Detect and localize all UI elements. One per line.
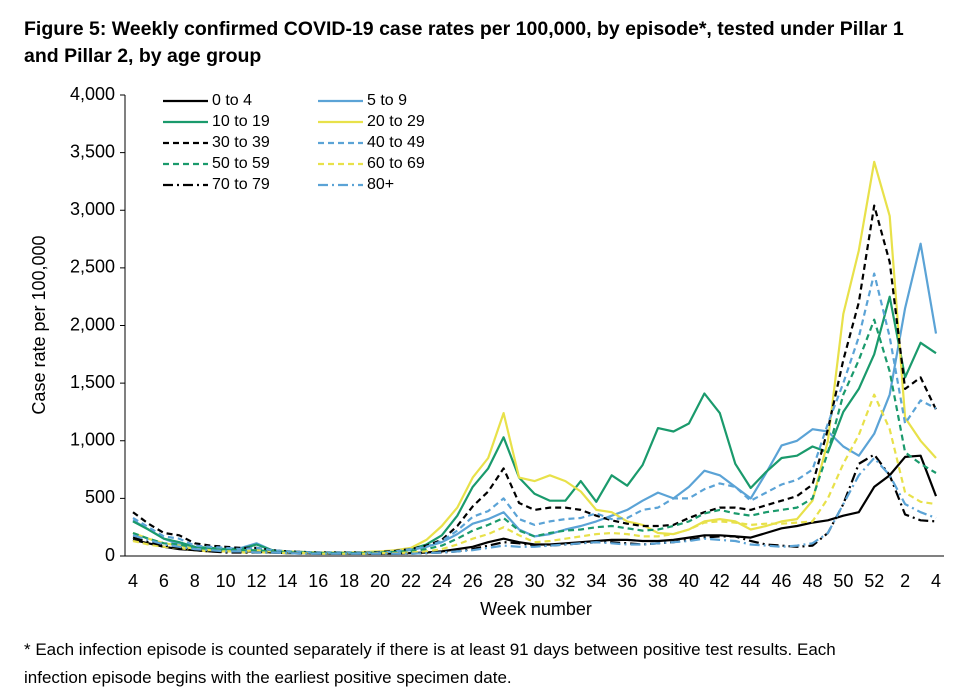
x-tick-label: 52 (864, 571, 884, 591)
x-tick-label: 42 (710, 571, 730, 591)
x-tick-label: 40 (679, 571, 699, 591)
x-tick-label: 16 (308, 571, 328, 591)
x-tick-label: 46 (772, 571, 792, 591)
x-tick-label: 14 (277, 571, 297, 591)
x-tick-label: 44 (741, 571, 761, 591)
x-axis-label: Week number (480, 599, 592, 619)
y-tick-label: 2,000 (70, 314, 115, 334)
y-axis-label: Case rate per 100,000 (29, 235, 49, 414)
x-tick-label: 26 (463, 571, 483, 591)
series-line (132, 204, 937, 554)
legend-label: 0 to 4 (212, 92, 252, 109)
x-tick-label: 50 (833, 571, 853, 591)
y-tick-label: 1,000 (70, 430, 115, 450)
legend-label: 70 to 79 (212, 176, 270, 193)
x-tick-label: 24 (432, 571, 452, 591)
x-tick-label: 4 (128, 571, 138, 591)
y-tick-label: 4,000 (70, 84, 115, 104)
y-tick-label: 3,500 (70, 141, 115, 161)
chart: Week number Case rate per 100,000 0 500 1,… (29, 84, 944, 619)
x-tick-label: 20 (370, 571, 390, 591)
x-tick-label: 10 (216, 571, 236, 591)
series-line (132, 456, 937, 555)
x-tick-label: 22 (401, 571, 421, 591)
legend-label: 5 to 9 (367, 92, 407, 109)
legend-label: 40 to 49 (367, 134, 425, 151)
series-line (132, 242, 938, 555)
legend-label: 80+ (367, 176, 394, 193)
y-tick-label: 1,500 (70, 372, 115, 392)
x-tick-label: 8 (190, 571, 200, 591)
footnote: * Each infection episode is counted sepa… (24, 640, 836, 687)
x-tick-label: 32 (555, 571, 575, 591)
series-line (132, 295, 937, 554)
series-line (132, 393, 937, 555)
x-tick-label: 18 (339, 571, 359, 591)
series-line (132, 160, 937, 554)
series-line (132, 318, 937, 555)
y-tick-label: 0 (105, 545, 115, 565)
y-tick-label: 2,500 (70, 257, 115, 277)
x-tick-label: 38 (648, 571, 668, 591)
legend-label: 50 to 59 (212, 155, 270, 172)
x-tick-label: 28 (494, 571, 514, 591)
series-line (132, 272, 937, 554)
legend-label: 20 to 29 (367, 113, 425, 130)
x-tick-label: 6 (159, 571, 169, 591)
y-tick-label: 3,000 (70, 199, 115, 219)
x-tick-label: 2 (900, 571, 910, 591)
x-tick-label: 30 (524, 571, 544, 591)
legend-label: 10 to 19 (212, 113, 270, 130)
x-tick-label: 4 (931, 571, 941, 591)
x-tick-label: 12 (247, 571, 267, 591)
chart-title: Figure 5: Weekly confirmed COVID-19 case… (24, 18, 904, 67)
x-tick-label: 48 (802, 571, 822, 591)
legend-label: 30 to 39 (212, 134, 270, 151)
x-tick-label: 34 (586, 571, 606, 591)
legend-label: 60 to 69 (367, 155, 425, 172)
x-tick-label: 36 (617, 571, 637, 591)
y-tick-label: 500 (85, 487, 115, 507)
